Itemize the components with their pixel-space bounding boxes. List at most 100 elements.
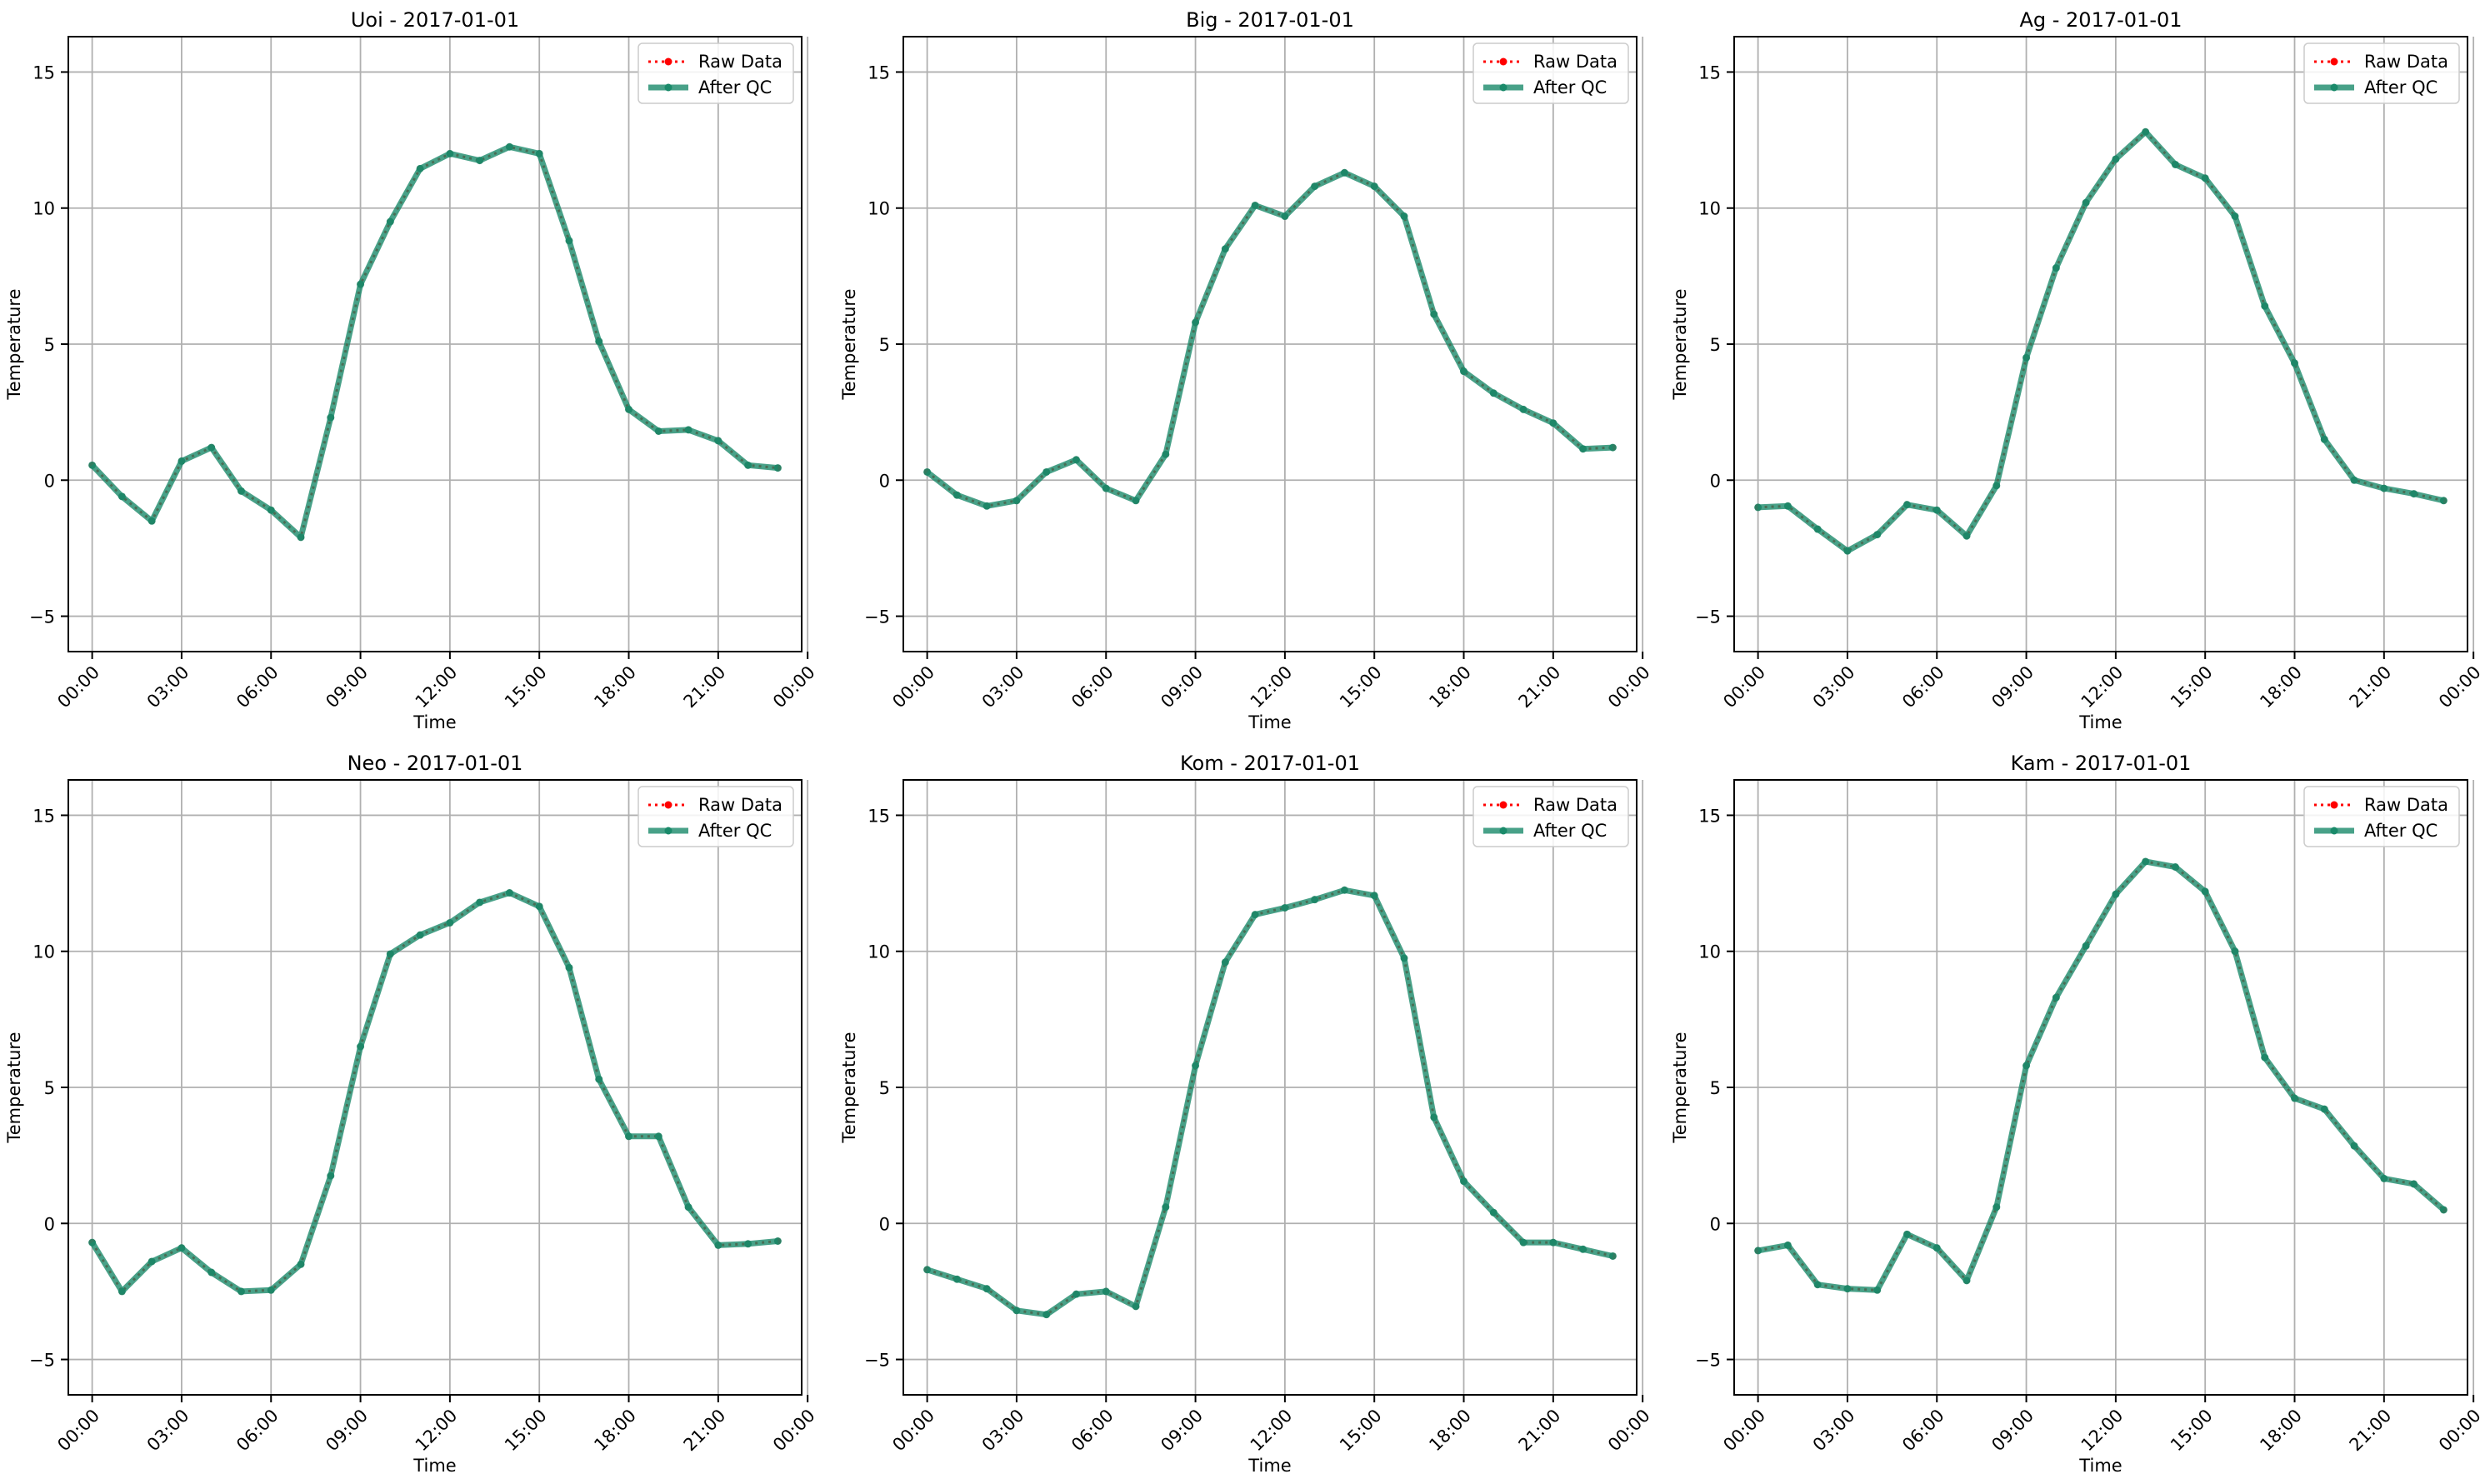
y-tick-label: 0 (879, 1214, 890, 1234)
series-raw-data (923, 169, 1617, 510)
after-qc-point (1754, 1247, 1762, 1255)
raw-data-line (1758, 130, 2444, 552)
after-qc-point (684, 1203, 692, 1212)
y-tick-label: 15 (1698, 806, 1721, 826)
after-qc-point (1072, 456, 1080, 464)
x-tick-label: 15:00 (501, 1406, 551, 1456)
series-raw-data (88, 143, 782, 541)
x-axis-label: Time (412, 1456, 456, 1476)
after-qc-point (1489, 389, 1498, 397)
after-qc-point (2439, 497, 2448, 505)
after-qc-point (1400, 212, 1408, 221)
series-after-qc (88, 142, 782, 542)
after-qc-point (595, 337, 603, 346)
after-qc-point (208, 443, 216, 452)
after-qc-point (2231, 947, 2239, 956)
after-qc-point (1042, 1311, 1051, 1319)
x-tick-label: 21:00 (1515, 662, 1565, 712)
raw-data-line (91, 891, 778, 1294)
legend-raw-swatch-marker (2330, 57, 2338, 66)
x-tick-label: 09:00 (1988, 662, 2038, 712)
x-tick-label: 06:00 (232, 662, 282, 712)
after-qc-point (1132, 497, 1140, 505)
legend-raw-label: Raw Data (1533, 795, 1618, 815)
x-tick-label: 00:00 (2435, 1406, 2485, 1456)
after-qc-point (2261, 1053, 2269, 1062)
x-tick-label: 09:00 (1157, 662, 1207, 712)
after-qc-point (1430, 310, 1438, 318)
legend-qc-swatch-marker (1499, 83, 1508, 92)
after-qc-point (1813, 525, 1822, 533)
after-qc-point (1192, 1062, 1200, 1070)
subplot-title: Ag - 2017-01-01 (2019, 8, 2182, 32)
after-qc-point (714, 1241, 722, 1249)
after-qc-point (2291, 1094, 2299, 1102)
legend-raw-label: Raw Data (2364, 52, 2448, 72)
x-tick-label: 15:00 (1336, 1406, 1386, 1456)
after-qc-point (1012, 497, 1021, 505)
x-tick-label: 12:00 (412, 662, 462, 712)
after-qc-line (1758, 128, 2445, 554)
x-tick-label: 21:00 (2346, 1406, 2396, 1456)
subplot-title: Neo - 2017-01-01 (348, 752, 523, 775)
after-qc-point (1783, 1241, 1792, 1249)
after-qc-point (1992, 1203, 2001, 1212)
legend-raw-label: Raw Data (698, 795, 782, 815)
after-qc-line (1757, 858, 2446, 1293)
y-axis-label: Temperature (1670, 288, 1690, 400)
legend-qc-swatch-marker (664, 827, 672, 835)
y-tick-label: 15 (32, 62, 55, 82)
after-qc-point (625, 1132, 633, 1141)
after-qc-point (178, 1244, 186, 1252)
after-qc-point (297, 533, 305, 542)
series-raw-data (1754, 128, 2448, 555)
x-tick-label: 03:00 (143, 662, 193, 712)
after-qc-point (1579, 1245, 1588, 1253)
x-tick-label: 00:00 (1604, 1406, 1654, 1456)
after-qc-line (926, 887, 1614, 1318)
after-qc-point (88, 461, 97, 469)
after-qc-point (88, 1238, 97, 1247)
after-qc-point (952, 1275, 961, 1283)
x-tick-label: 12:00 (1247, 1406, 1297, 1456)
y-tick-label: 10 (868, 199, 890, 219)
x-tick-label: 03:00 (143, 1406, 193, 1456)
x-tick-label: 06:00 (1068, 662, 1118, 712)
after-qc-point (1902, 1230, 1911, 1238)
subplot-2: Big - 2017-01-01 −5 0 5 10 15 00:00 03:00 06:00 0… (839, 8, 1654, 732)
y-tick-label: 15 (868, 806, 890, 826)
legend-qc-label: After QC (2364, 821, 2438, 841)
after-qc-point (2142, 127, 2150, 136)
after-qc-point (714, 437, 722, 445)
after-qc-point (1192, 318, 1200, 327)
x-tick-label: 00:00 (1719, 662, 1769, 712)
legend-raw-swatch-marker (664, 801, 672, 809)
raw-data-line (926, 171, 1613, 507)
legend: Raw Data After QC (638, 786, 794, 847)
legend: Raw Data After QC (1472, 42, 1629, 104)
after-qc-point (2052, 993, 2060, 1002)
after-qc-point (2350, 476, 2358, 484)
after-qc-point (1340, 886, 1348, 894)
after-qc-point (2201, 174, 2209, 182)
after-qc-point (535, 149, 543, 157)
after-qc-line (925, 169, 1613, 509)
after-qc-point (148, 517, 156, 525)
after-qc-point (1460, 367, 1468, 376)
x-tick-label: 15:00 (2167, 1406, 2217, 1456)
after-qc-point (1962, 532, 1971, 540)
after-qc-point (2380, 484, 2388, 492)
after-qc-point (2082, 942, 2090, 950)
after-qc-point (654, 1132, 662, 1141)
after-qc-point (2439, 1206, 2448, 1214)
after-qc-line (89, 890, 778, 1295)
after-qc-point (1251, 911, 1259, 919)
after-qc-point (2171, 160, 2179, 168)
after-qc-point (744, 1240, 752, 1248)
after-qc-point (327, 413, 335, 422)
legend: Raw Data After QC (638, 42, 794, 104)
x-tick-label: 03:00 (1809, 662, 1859, 712)
after-qc-point (1311, 896, 1319, 904)
x-tick-label: 00:00 (888, 662, 938, 712)
x-tick-label: 18:00 (590, 1406, 640, 1456)
